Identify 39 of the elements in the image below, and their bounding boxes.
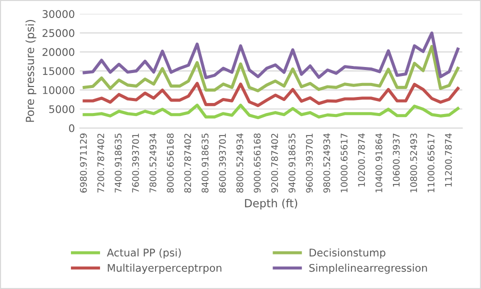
y-axis-title: Pore pressure (psi) — [26, 20, 36, 122]
x-tick-label: 9600.393701 — [306, 134, 313, 193]
line-series — [82, 32, 460, 80]
line-series — [82, 82, 460, 108]
x-axis-title: Depth (ft) — [245, 198, 298, 210]
y-tick-label: 30000 — [42, 10, 74, 18]
x-tick-label: 6980.971129 — [80, 134, 87, 193]
legend-label: Multilayerperceptrpon — [108, 264, 222, 274]
x-tick-label: 7400.918635 — [114, 134, 122, 192]
y-tick-label: 20000 — [42, 48, 74, 56]
x-tick-label: 8800.524934 — [236, 133, 244, 193]
x-tick-label: 9800.524934 — [323, 133, 330, 193]
x-tick-label: 8600.393701 — [219, 134, 226, 193]
x-tick-label: 10200.7874 — [358, 133, 365, 186]
x-tick-label: 10000.65617 — [340, 134, 348, 192]
x-tick-label: 9400.918635 — [288, 134, 296, 193]
legend-label: Actual PP (psi) — [106, 248, 181, 259]
x-tick-label: 9000.656168 — [254, 134, 261, 193]
x-tick-label: 8200.787402 — [184, 134, 192, 193]
legend-label: Simplelinearregression — [309, 264, 427, 274]
y-tick-label: 5000 — [49, 105, 74, 114]
x-tick-label: 11000.65617 — [428, 134, 434, 192]
x-tick-label: 8400.918635 — [202, 134, 208, 193]
y-tick-label: 15000 — [42, 67, 74, 76]
x-tick-label: 7200.787402 — [97, 134, 104, 192]
line-series — [82, 44, 460, 92]
x-tick-label: 10800.52493 — [410, 134, 418, 192]
y-tick-label: 10000 — [42, 86, 74, 94]
y-tick-label: 25000 — [42, 29, 74, 38]
x-tick-label: 10400.91864 — [375, 133, 382, 192]
x-tick-label: 11200.7874 — [444, 133, 452, 186]
x-tick-label: 8000.656168 — [166, 134, 174, 193]
legend-label: Decisionstump — [310, 248, 386, 259]
y-tick-label: 0 — [69, 124, 74, 132]
x-tick-label: 7600.393701 — [132, 134, 139, 192]
x-tick-label: 9200.787402 — [271, 134, 278, 193]
line-series — [82, 104, 460, 120]
x-tick-label: 10600.3937 — [392, 134, 400, 186]
x-tick-label: 7800.524934 — [150, 133, 156, 192]
